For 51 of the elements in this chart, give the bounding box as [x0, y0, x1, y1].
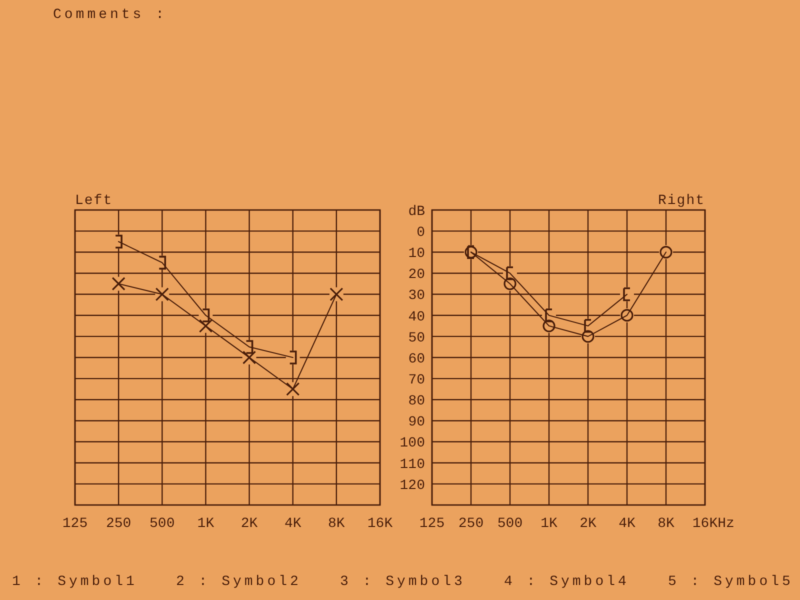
y-tick-label: 70 [408, 372, 425, 388]
y-tick-label: 40 [408, 309, 425, 326]
y-tick-label: 80 [408, 394, 425, 410]
point [242, 350, 256, 364]
y-tick-label: 90 [408, 414, 425, 431]
point [286, 382, 300, 396]
chart-title: Right [658, 193, 705, 209]
y-axis-title: dB [408, 204, 425, 220]
x-tick-label: 4K [284, 516, 302, 532]
text: 5 : Symbol5 [668, 574, 794, 590]
point [198, 319, 213, 333]
text: 4 : Symbol4 [504, 574, 630, 590]
text: 2 : Symbol2 [176, 574, 302, 590]
x-tick-label: 1K [197, 516, 215, 532]
y-tick-label: 100 [400, 436, 425, 452]
x-tick-label: 500 [497, 516, 523, 532]
x-tick-label: 1K [540, 516, 558, 532]
point [582, 330, 594, 343]
point [660, 246, 672, 258]
x-tick-label: 125 [62, 516, 88, 532]
y-tick-label: 10 [408, 246, 425, 262]
point [464, 246, 478, 258]
point [112, 276, 126, 291]
x-tick-label: 16K [692, 516, 718, 532]
point [155, 287, 169, 302]
x-tick-label: 250 [106, 516, 132, 532]
y-tick-label: 120 [400, 478, 425, 494]
text: Comments : [53, 7, 168, 23]
point [620, 309, 634, 322]
y-tick-label: 50 [408, 330, 425, 346]
y-tick-label: 20 [408, 267, 425, 284]
x-axis-title: Hz [718, 516, 734, 532]
chart-title: Left [75, 193, 113, 209]
x-tick-label: 4K [618, 516, 636, 532]
x-tick-label: 125 [419, 516, 445, 532]
y-tick-label: 110 [400, 456, 425, 473]
x-tick-label: 250 [458, 516, 484, 532]
x-tick-label: 2K [580, 516, 597, 532]
point [330, 287, 344, 302]
x-tick-label: 16K [367, 516, 394, 532]
y-tick-label: 60 [408, 351, 425, 368]
x-tick-label: 2K [240, 516, 258, 532]
x-tick-label: 8K [658, 516, 675, 532]
x-tick-label: 8K [328, 516, 346, 532]
text: 1 : Symbol1 [12, 574, 138, 590]
point [542, 320, 556, 332]
y-tick-label: 30 [408, 288, 425, 304]
point [504, 277, 516, 290]
y-tick-label: 0 [416, 224, 425, 241]
text: 3 : Symbol3 [340, 574, 466, 590]
x-tick-label: 500 [150, 516, 175, 532]
